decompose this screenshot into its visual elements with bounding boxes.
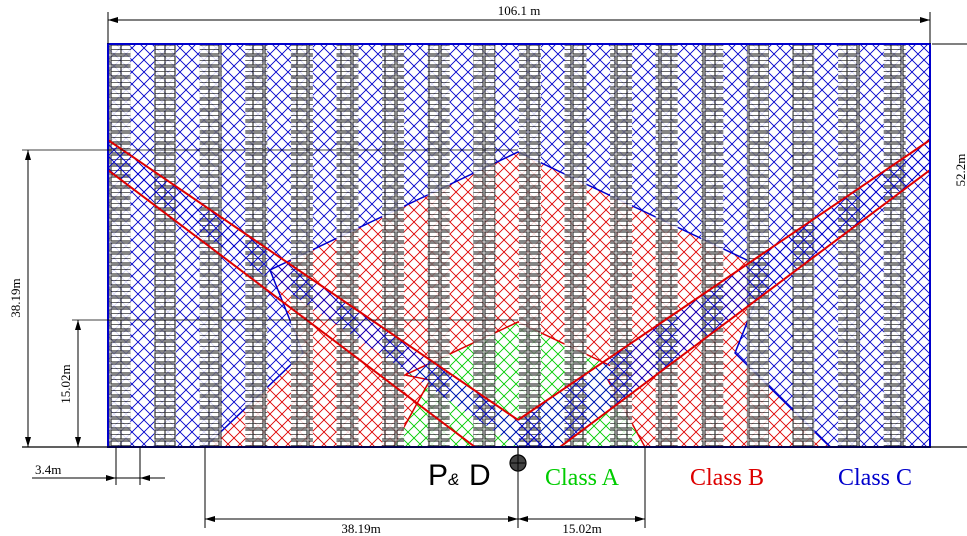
rack-column [336, 44, 359, 447]
rack-column [108, 44, 131, 447]
rack-column [701, 44, 724, 447]
rack-column [427, 44, 450, 447]
rack-column [838, 44, 861, 447]
aisle-right-edge-bottom [559, 169, 930, 447]
warehouse-area [108, 44, 930, 447]
overall-height-label: 52.2m [953, 154, 967, 187]
pd-point: P & D [428, 447, 527, 492]
diagonal-aisle-right [518, 140, 930, 447]
pd-label-d: D [469, 459, 491, 492]
dimension-class-b-depth: 38.19m [8, 149, 518, 447]
legend-class-b: Class B [690, 465, 764, 491]
class-b-half-width-label: 38.19m [341, 521, 380, 536]
class-a-depth-label: 15.02m [58, 364, 73, 403]
rack-column [883, 44, 906, 447]
aisle-left-edge-bottom [108, 169, 476, 447]
dimension-class-a-depth: 15.02m [58, 319, 518, 447]
pd-label-p: P [428, 459, 448, 492]
rack-column [382, 44, 405, 447]
rack-column [290, 44, 313, 447]
aisle-width-label: 3.4m [35, 462, 61, 477]
dimension-overall-height: 52.2m [932, 43, 967, 187]
aisle-left-edge-top [108, 139, 519, 421]
dimension-aisle-width: 3.4m [32, 447, 165, 485]
aisle-right-edge-top [517, 139, 930, 421]
rack-column [473, 44, 496, 447]
dimension-overall-width: 106.1 m [107, 3, 931, 44]
pd-label-amp: & [448, 470, 459, 489]
legend-class-c: Class C [838, 465, 912, 491]
rack-column [564, 44, 587, 447]
legend-class-a: Class A [545, 465, 620, 491]
overall-width-label: 106.1 m [498, 3, 541, 18]
rack-columns [108, 44, 930, 447]
rack-column [655, 44, 678, 447]
class-a-half-width-label: 15.02m [562, 521, 601, 536]
rack-column [746, 44, 769, 447]
rack-column [929, 44, 930, 447]
rack-column [199, 44, 222, 447]
legend: Class A Class B Class C [545, 465, 912, 491]
rack-column [154, 44, 177, 447]
class-b-depth-label: 38.19m [8, 278, 23, 317]
rack-column [518, 44, 541, 447]
dimension-bottom: 38.19m 15.02m [204, 447, 646, 536]
